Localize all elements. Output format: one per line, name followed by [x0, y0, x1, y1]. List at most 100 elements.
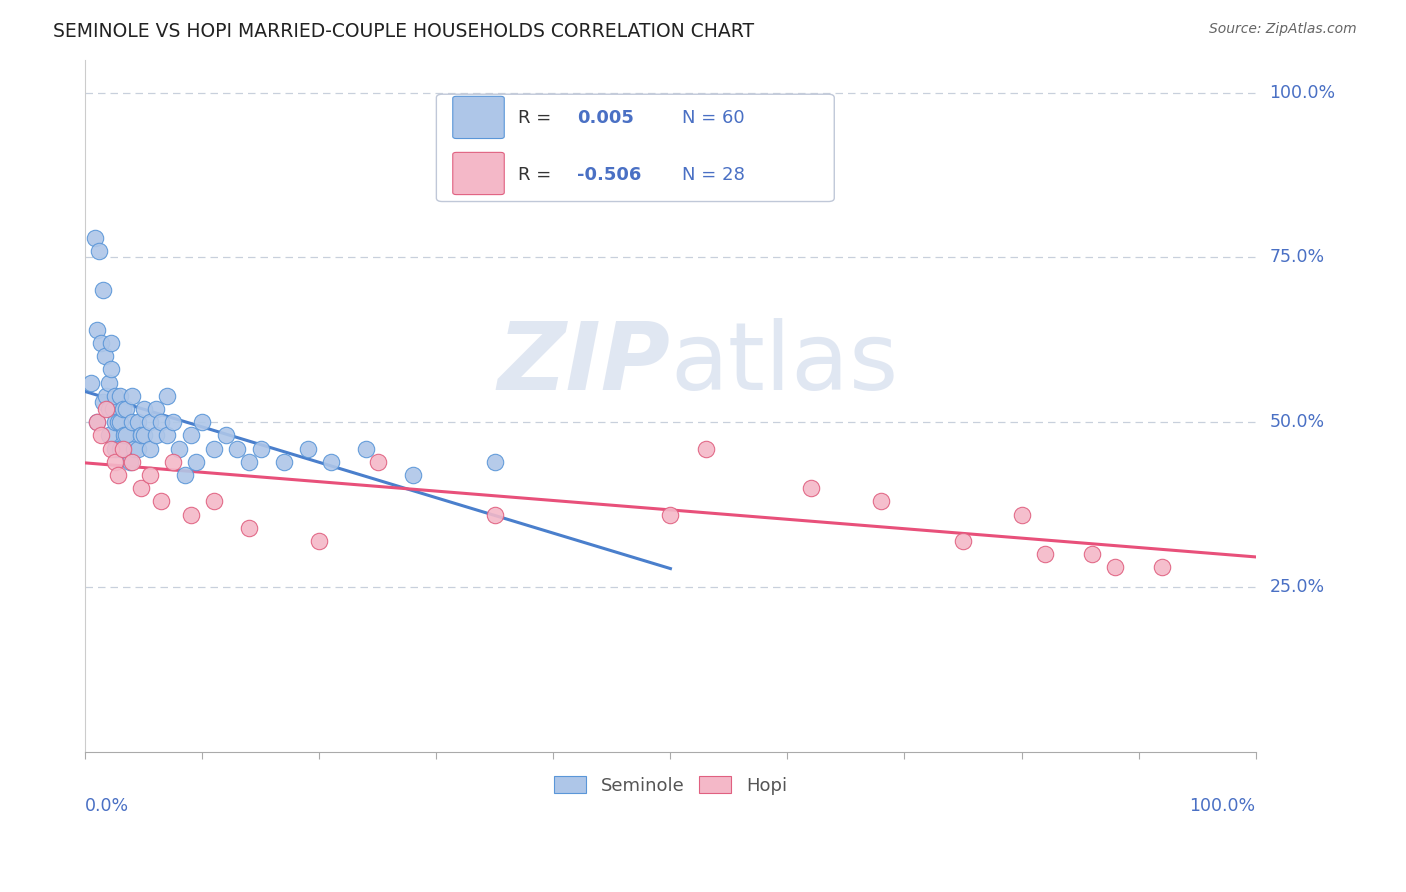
- Text: 100.0%: 100.0%: [1189, 797, 1256, 815]
- Point: [297, 442, 319, 456]
- Point: [145, 402, 167, 417]
- Text: N = 60: N = 60: [682, 110, 745, 128]
- Point: [156, 428, 179, 442]
- Point: [132, 428, 155, 442]
- Point: [186, 455, 208, 469]
- Point: [1080, 547, 1102, 561]
- FancyBboxPatch shape: [436, 95, 834, 202]
- Point: [484, 455, 506, 469]
- Point: [138, 415, 160, 429]
- Point: [86, 415, 108, 429]
- Point: [121, 455, 143, 469]
- Point: [484, 508, 506, 522]
- Point: [121, 415, 143, 429]
- Point: [89, 428, 111, 442]
- Point: [1104, 560, 1126, 574]
- Point: [124, 442, 146, 456]
- Point: [107, 467, 129, 482]
- Point: [110, 442, 132, 456]
- Point: [402, 467, 425, 482]
- Point: [131, 428, 153, 442]
- Point: [202, 494, 225, 508]
- Text: 100.0%: 100.0%: [1270, 84, 1336, 102]
- Point: [112, 428, 135, 442]
- Text: 0.0%: 0.0%: [86, 797, 129, 815]
- Text: 50.0%: 50.0%: [1270, 413, 1324, 431]
- Point: [107, 415, 129, 429]
- Point: [695, 442, 717, 456]
- Point: [250, 442, 273, 456]
- Point: [94, 349, 117, 363]
- Point: [86, 415, 108, 429]
- Point: [97, 402, 120, 417]
- Point: [226, 442, 249, 456]
- Point: [91, 395, 114, 409]
- Text: R =: R =: [519, 166, 551, 184]
- Point: [659, 508, 682, 522]
- Point: [103, 442, 125, 456]
- Point: [118, 455, 141, 469]
- Point: [111, 442, 134, 456]
- Point: [103, 455, 125, 469]
- Text: SEMINOLE VS HOPI MARRIED-COUPLE HOUSEHOLDS CORRELATION CHART: SEMINOLE VS HOPI MARRIED-COUPLE HOUSEHOL…: [53, 22, 755, 41]
- Text: -0.506: -0.506: [576, 166, 641, 184]
- Point: [156, 389, 179, 403]
- Point: [138, 467, 160, 482]
- Point: [127, 415, 149, 429]
- Point: [127, 442, 149, 456]
- Point: [83, 230, 105, 244]
- FancyBboxPatch shape: [453, 153, 505, 194]
- Point: [138, 442, 160, 456]
- Point: [308, 533, 330, 548]
- Point: [800, 481, 823, 495]
- Point: [100, 362, 122, 376]
- Point: [952, 533, 974, 548]
- Point: [870, 494, 893, 508]
- Text: Source: ZipAtlas.com: Source: ZipAtlas.com: [1209, 22, 1357, 37]
- Point: [96, 402, 118, 417]
- Point: [97, 428, 120, 442]
- Point: [215, 428, 238, 442]
- Point: [273, 455, 295, 469]
- Point: [103, 389, 125, 403]
- Text: 25.0%: 25.0%: [1270, 578, 1324, 596]
- Point: [180, 508, 202, 522]
- Point: [100, 336, 122, 351]
- Point: [191, 415, 214, 429]
- Point: [1033, 547, 1056, 561]
- Point: [238, 455, 260, 469]
- Point: [89, 336, 111, 351]
- Point: [202, 442, 225, 456]
- Point: [91, 284, 114, 298]
- Point: [150, 415, 173, 429]
- Point: [111, 402, 134, 417]
- Point: [110, 415, 132, 429]
- Text: atlas: atlas: [671, 318, 898, 410]
- Point: [115, 402, 138, 417]
- Point: [354, 442, 377, 456]
- Text: R =: R =: [519, 110, 551, 128]
- Point: [180, 428, 202, 442]
- FancyBboxPatch shape: [453, 96, 505, 138]
- Point: [89, 244, 111, 258]
- Point: [238, 521, 260, 535]
- Text: ZIP: ZIP: [498, 318, 671, 410]
- Point: [121, 389, 143, 403]
- Point: [132, 402, 155, 417]
- Point: [319, 455, 342, 469]
- Text: N = 28: N = 28: [682, 166, 745, 184]
- Point: [167, 442, 190, 456]
- Point: [1150, 560, 1173, 574]
- Point: [150, 494, 173, 508]
- Point: [367, 455, 389, 469]
- Point: [97, 376, 120, 390]
- Text: 75.0%: 75.0%: [1270, 248, 1324, 267]
- Point: [103, 415, 125, 429]
- Point: [1011, 508, 1033, 522]
- Point: [162, 455, 184, 469]
- Point: [145, 428, 167, 442]
- Point: [100, 442, 122, 456]
- Legend: Seminole, Hopi: Seminole, Hopi: [547, 769, 794, 802]
- Text: 0.005: 0.005: [576, 110, 634, 128]
- Point: [115, 428, 138, 442]
